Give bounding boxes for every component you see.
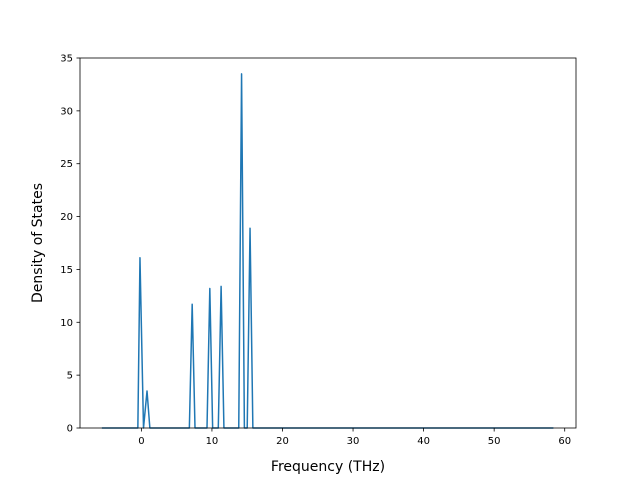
y-tick-label: 35 [60, 54, 73, 65]
x-tick-label: 50 [488, 436, 501, 447]
x-tick-label: 30 [347, 436, 360, 447]
x-tick-label: 10 [206, 436, 219, 447]
axes-frame [79, 57, 577, 429]
x-tick-label: 60 [558, 436, 571, 447]
y-tick-label: 30 [60, 106, 73, 117]
y-tick-label: 5 [67, 371, 73, 382]
x-tick-label: 20 [276, 436, 289, 447]
plot-area [101, 73, 554, 429]
y-axis: 0 5 10 15 20 25 30 35 [60, 54, 80, 435]
y-tick-label: 25 [60, 159, 73, 170]
y-axis-label: Density of States [30, 183, 46, 303]
y-tick-label: 10 [60, 318, 73, 329]
x-axis: 0 10 20 30 40 50 60 [138, 428, 571, 447]
x-axis-label: Frequency (THz) [271, 459, 385, 475]
y-tick-label: 20 [60, 212, 73, 223]
x-tick-label: 0 [138, 436, 144, 447]
y-tick-label: 15 [60, 265, 73, 276]
y-tick-label: 0 [67, 424, 73, 435]
x-tick-label: 40 [417, 436, 430, 447]
dos-series-line-0 [101, 73, 554, 429]
